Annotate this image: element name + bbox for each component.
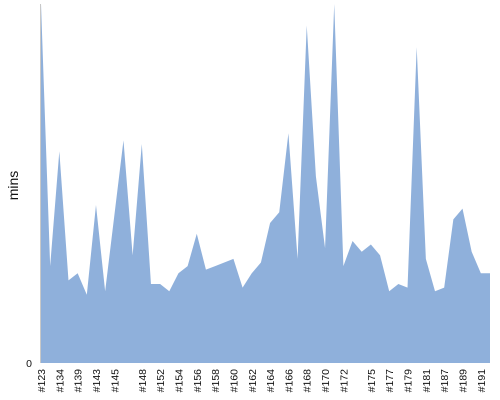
x-tick-label: #181 — [421, 369, 433, 393]
x-tick-label: #189 — [458, 369, 470, 393]
x-tick-label: #170 — [320, 369, 332, 393]
plot-area — [41, 4, 490, 363]
x-tick-label: #172 — [338, 369, 350, 393]
x-tick-label: #123 — [36, 369, 48, 393]
x-tick-label: #168 — [302, 369, 314, 393]
x-axis-ticks: #123 #134 #139 #143 #145 #148 #152 #154 #156 #158… — [36, 369, 488, 393]
x-tick-label: #148 — [137, 369, 149, 393]
x-tick-label: #139 — [73, 369, 85, 393]
x-tick-label: #156 — [192, 369, 204, 393]
x-tick-label: #134 — [54, 369, 66, 393]
x-tick-label: #152 — [155, 369, 167, 393]
x-tick-label: #177 — [384, 369, 396, 393]
y-axis-title: mins — [5, 171, 21, 201]
series-area — [41, 4, 490, 363]
x-tick-label: #175 — [366, 369, 378, 393]
y-tick-label: 0 — [26, 358, 32, 370]
y-axis-ticks: 0 — [26, 358, 32, 370]
x-tick-label: #143 — [91, 369, 103, 393]
x-tick-label: #158 — [210, 369, 222, 393]
x-tick-label: #164 — [265, 369, 277, 393]
x-tick-label: #191 — [476, 369, 488, 393]
x-tick-label: #166 — [283, 369, 295, 393]
x-tick-label: #162 — [247, 369, 259, 393]
x-tick-label: #179 — [403, 369, 415, 393]
x-tick-label: #160 — [228, 369, 240, 393]
x-tick-label: #187 — [439, 369, 451, 393]
x-tick-label: #154 — [173, 369, 185, 393]
x-tick-label: #145 — [109, 369, 121, 393]
